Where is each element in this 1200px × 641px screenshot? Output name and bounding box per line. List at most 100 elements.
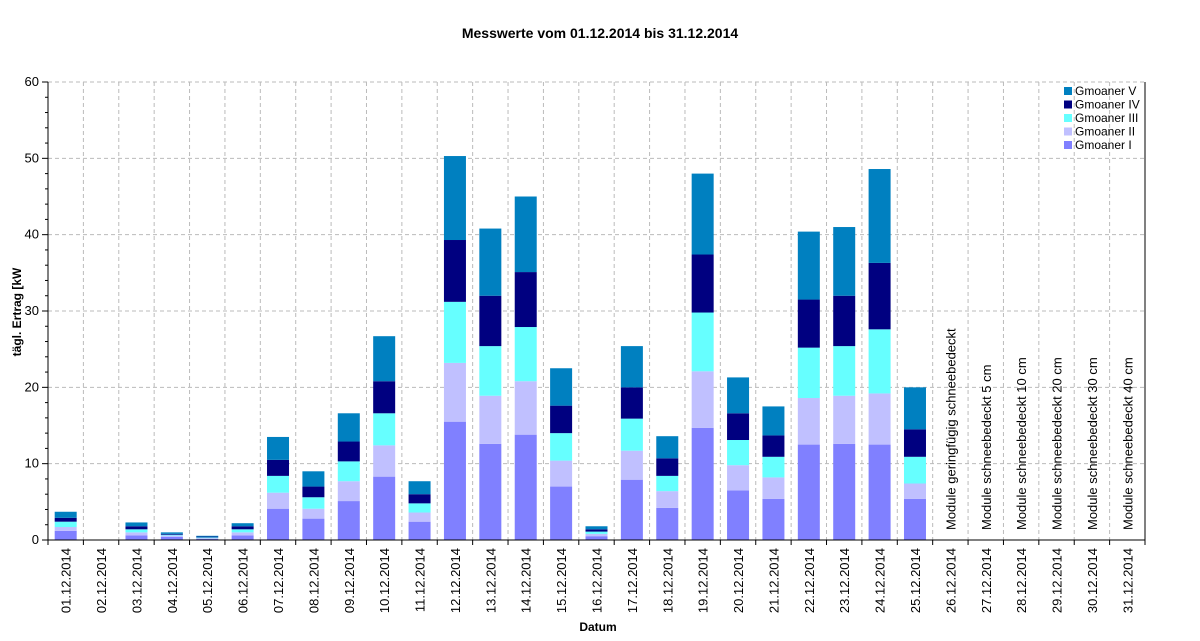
bar-segment: [620, 479, 643, 540]
x-tick-label: 05.12.2014: [200, 548, 215, 613]
bar-segment: [337, 481, 360, 502]
x-tick-label: 23.12.2014: [837, 548, 852, 613]
bar-segment: [373, 381, 396, 414]
bar-segment: [727, 377, 750, 414]
bar-segment: [231, 529, 254, 533]
x-tick-label: 27.12.2014: [979, 548, 994, 613]
bar-segment: [727, 413, 750, 441]
bar-segment: [833, 346, 856, 396]
bar-segment: [231, 535, 254, 540]
annotation-text: Module schneebedeckt 30 cm: [1085, 357, 1100, 530]
bar-segment: [656, 491, 679, 508]
x-tick-label: 07.12.2014: [271, 548, 286, 613]
bar-segment: [868, 262, 891, 330]
bar-segment: [125, 529, 148, 533]
bar-segment: [54, 511, 77, 518]
bar-segment: [620, 387, 643, 419]
y-tick-label: 20: [25, 379, 39, 394]
x-axis-label: Datum: [579, 620, 616, 634]
annotation-text: Module schneebedeckt 40 cm: [1120, 357, 1135, 530]
bar-segment: [160, 534, 183, 536]
bar-segment: [54, 521, 77, 528]
bar-segment: [797, 444, 820, 540]
bar-segment: [196, 535, 219, 537]
bar-segment: [585, 529, 608, 532]
bar-segment: [125, 522, 148, 527]
bar-segment: [54, 527, 77, 531]
legend-label: Gmoaner I: [1075, 138, 1132, 152]
x-tick-label: 15.12.2014: [554, 548, 569, 613]
bar-segment: [443, 362, 466, 422]
x-tick-label: 04.12.2014: [165, 548, 180, 613]
legend-label: Gmoaner II: [1075, 125, 1135, 139]
x-tick-label: 25.12.2014: [908, 548, 923, 613]
bar-segment: [762, 406, 785, 436]
bar-segment: [903, 483, 926, 499]
bar-segment: [337, 461, 360, 482]
bar-segment: [408, 503, 431, 513]
x-tick-label: 22.12.2014: [802, 548, 817, 613]
y-tick-label: 40: [25, 227, 39, 242]
bar-segment: [267, 475, 290, 493]
bar-segment: [585, 533, 608, 537]
bar-segment: [408, 521, 431, 540]
bar-segment: [479, 295, 502, 347]
x-tick-label: 21.12.2014: [766, 548, 781, 613]
x-tick-label: 26.12.2014: [943, 548, 958, 613]
bar-segment: [54, 517, 77, 522]
y-tick-label: 50: [25, 150, 39, 165]
y-axis-label: tägl. Ertrag [kW: [10, 267, 24, 356]
bar-segment: [302, 518, 325, 540]
x-tick-label: 09.12.2014: [342, 548, 357, 613]
bar-segment: [196, 538, 219, 539]
bar-segment: [373, 476, 396, 540]
bar-segment: [833, 443, 856, 540]
bar-segment: [691, 173, 714, 255]
legend-label: Gmoaner III: [1075, 111, 1138, 125]
bar-segment: [443, 301, 466, 363]
bar-segment: [868, 169, 891, 263]
chart-title: Messwerte vom 01.12.2014 bis 31.12.2014: [462, 25, 739, 41]
x-tick-label: 19.12.2014: [696, 548, 711, 613]
bar-segment: [337, 441, 360, 462]
bar-segment: [903, 387, 926, 430]
y-tick-label: 30: [25, 303, 39, 318]
x-tick-label: 10.12.2014: [377, 548, 392, 613]
bar-segment: [160, 535, 183, 537]
x-tick-label: 14.12.2014: [519, 548, 534, 613]
bar-segment: [833, 395, 856, 444]
y-tick-label: 0: [32, 532, 39, 547]
legend-label: Gmoaner IV: [1075, 98, 1140, 112]
bar-segment: [550, 433, 573, 461]
annotation-text: Module schneebedeckt 20 cm: [1050, 357, 1065, 530]
x-tick-label: 16.12.2014: [590, 548, 605, 613]
bar-segment: [267, 459, 290, 476]
bar-segment: [514, 327, 537, 382]
bar-segment: [868, 444, 891, 540]
bar-segment: [267, 436, 290, 460]
bar-segment: [196, 536, 219, 538]
bar-segment: [514, 381, 537, 435]
bar-segment: [550, 460, 573, 487]
bar-segment: [585, 536, 608, 540]
bar-segment: [196, 537, 219, 539]
bar-segment: [762, 435, 785, 457]
bar-segment: [656, 507, 679, 540]
annotation-text: Module schneebedeckt 5 cm: [979, 365, 994, 530]
bars: [54, 156, 926, 540]
bar-segment: [833, 295, 856, 347]
bar-segment: [479, 395, 502, 444]
x-tick-label: 28.12.2014: [1014, 548, 1029, 613]
bar-segment: [797, 299, 820, 348]
bar-segment: [54, 530, 77, 540]
bar-segment: [160, 532, 183, 534]
bar-segment: [797, 347, 820, 399]
bar-segment: [691, 371, 714, 428]
bar-segment: [479, 346, 502, 396]
bar-segment: [125, 526, 148, 530]
bar-segment: [833, 227, 856, 296]
bar-segment: [691, 254, 714, 313]
bar-segment: [408, 512, 431, 522]
